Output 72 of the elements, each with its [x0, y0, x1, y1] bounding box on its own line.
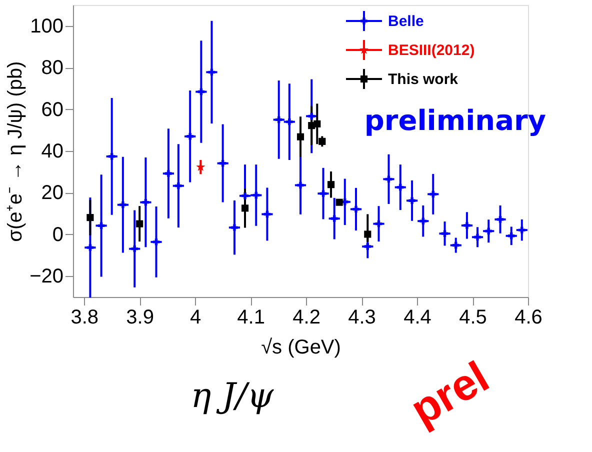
- point: [364, 230, 372, 238]
- point: [397, 184, 404, 191]
- point: [508, 232, 515, 240]
- point: [336, 198, 343, 206]
- point: [518, 226, 526, 234]
- legend-label: This work: [388, 71, 459, 88]
- y-axis-title: σ(e⁺e⁻ → η J/ψ) (pb): [4, 61, 27, 242]
- x-tick-label: 4.1: [237, 306, 265, 328]
- y-tick-label: 80: [41, 57, 64, 80]
- x-tick-label: 3.8: [70, 306, 99, 328]
- point: [242, 192, 248, 200]
- point: [120, 201, 126, 208]
- point: [98, 222, 105, 230]
- point: [136, 220, 144, 228]
- point: [186, 133, 194, 140]
- text: prel: [402, 352, 498, 436]
- y-tick-label: 20: [41, 182, 64, 204]
- point: [86, 244, 94, 251]
- point: [408, 197, 416, 204]
- point: [241, 204, 249, 212]
- x-axis-title: √s (GeV): [261, 336, 341, 358]
- legend-label: Belle: [388, 13, 424, 30]
- point: [208, 68, 216, 76]
- point: [286, 118, 293, 126]
- annotation: preliminary: [364, 104, 546, 137]
- y-tick-label: −20: [30, 266, 64, 288]
- point: [441, 230, 448, 237]
- point: [430, 190, 436, 198]
- x-tick-label: 4.4: [404, 306, 432, 328]
- point: [108, 153, 116, 160]
- point: [318, 138, 326, 145]
- point: [198, 88, 205, 96]
- point: [276, 116, 282, 124]
- point: [485, 228, 492, 234]
- point: [364, 243, 371, 250]
- point: [296, 133, 304, 140]
- point: [142, 198, 150, 206]
- legend-label: BESIII(2012): [388, 42, 475, 59]
- point: [420, 218, 426, 224]
- x-tick-label: 4.6: [514, 306, 542, 328]
- y-tick-label: 0: [52, 224, 64, 246]
- x-tick-label: 3.9: [126, 306, 154, 328]
- point: [352, 206, 360, 213]
- point: [320, 190, 327, 197]
- point: [308, 112, 315, 120]
- y-tick-label: 60: [41, 98, 64, 121]
- point: [314, 120, 321, 128]
- x-tick-label: 4.5: [459, 306, 487, 328]
- point: [464, 222, 470, 229]
- point: [165, 170, 172, 177]
- point: [330, 215, 338, 222]
- y-tick-label: 100: [30, 15, 64, 38]
- point: [152, 238, 160, 246]
- point: [131, 245, 138, 252]
- x-tick-label: 4: [190, 306, 202, 328]
- point: [385, 176, 392, 183]
- point: [252, 192, 260, 199]
- point: [231, 224, 238, 231]
- point: [264, 210, 271, 218]
- y-tick-label: 40: [41, 140, 64, 162]
- point: [474, 234, 481, 240]
- point: [452, 242, 460, 249]
- point: [86, 214, 94, 222]
- text: η J/ψ: [190, 376, 274, 416]
- point: [375, 220, 382, 228]
- point: [175, 182, 182, 190]
- point: [219, 160, 226, 167]
- x-tick-label: 4.3: [348, 306, 376, 328]
- point: [496, 216, 504, 223]
- point: [327, 181, 335, 188]
- point: [297, 182, 304, 189]
- x-tick-label: 4.2: [292, 306, 320, 328]
